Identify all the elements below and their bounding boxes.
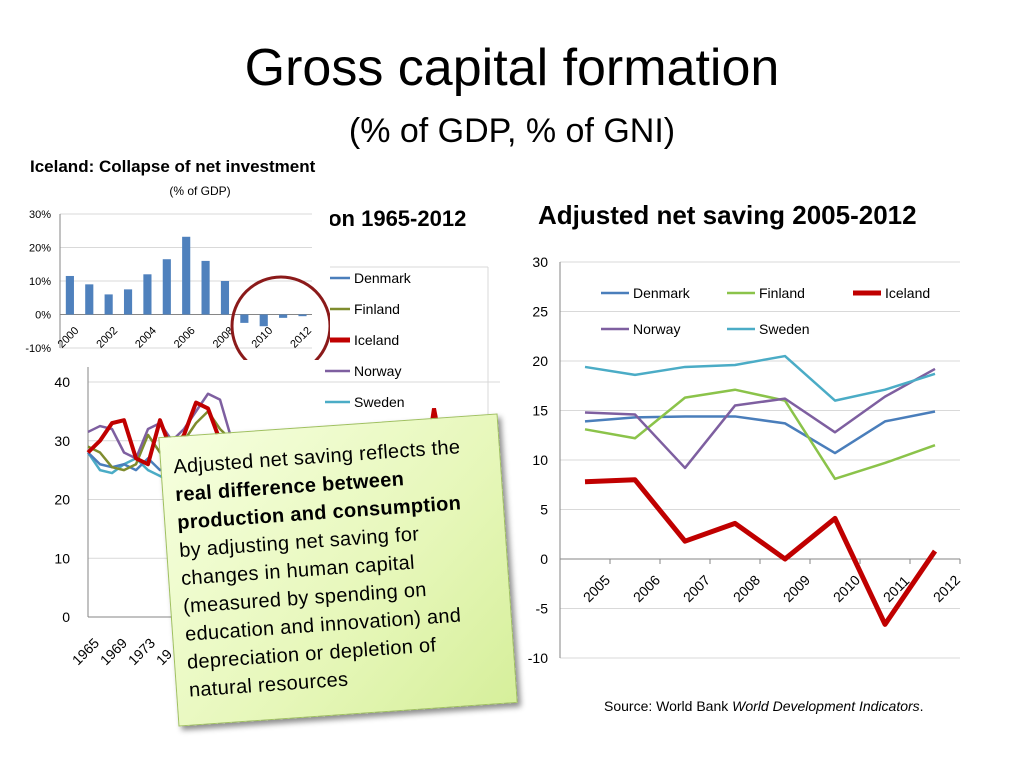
bar [104, 294, 113, 315]
x-tick-label: 2007 [680, 572, 713, 605]
y-tick-label: 30 [54, 433, 70, 449]
inset-bar-chart: -10%0%10%20%30%2000 2002 2004 2006 2008 2010 2… [25, 209, 330, 360]
legend-label-denmark: Denmark [633, 285, 691, 301]
x-tick-label: 1965 [69, 635, 102, 668]
y-tick-label: 10 [532, 452, 548, 468]
legend-label-sweden: Sweden [759, 321, 810, 337]
series-line-finland [584, 388, 936, 481]
y-tick-label: 5 [540, 502, 548, 518]
callout-text-2: by adjusting net saving for changes in h… [178, 523, 462, 702]
legend-label-denmark: Denmark [354, 270, 412, 286]
series-line-denmark [584, 410, 936, 455]
bar [201, 260, 210, 315]
x-tick-label: 1969 [97, 635, 130, 668]
callout-note: Adjusted net saving reflects the real di… [158, 413, 518, 727]
bar [143, 274, 152, 315]
y-tick-label: -10% [25, 343, 51, 355]
left-chart-title: ion 1965-2012 [322, 206, 467, 231]
y-tick-label: 20 [532, 353, 548, 369]
x-tick-label: 2005 [580, 572, 613, 605]
series-line-sweden [584, 354, 936, 402]
legend-label-sweden: Sweden [354, 394, 405, 410]
series-line-iceland [86, 400, 234, 467]
y-tick-label: 0 [540, 551, 548, 567]
bar [259, 314, 268, 327]
highlight-circle [230, 275, 330, 360]
y-tick-label: 30 [532, 254, 548, 270]
bar [240, 314, 249, 323]
y-tick-label: 0% [35, 310, 51, 322]
legend-label-finland: Finland [759, 285, 805, 301]
legend-label-iceland: Iceland [885, 285, 930, 301]
right-chart-title: Adjusted net saving 2005-2012 [538, 200, 917, 230]
y-tick-label: 40 [54, 374, 70, 390]
bar [123, 289, 133, 315]
right-line-chart: -10 -5 0 5 10 15 20 25 30 2005 2006 2007 2008 2009 201… [528, 254, 964, 666]
y-tick-label: 20 [54, 492, 70, 508]
y-tick-label: 10 [54, 550, 70, 566]
bar [220, 281, 230, 315]
callout-text-1: Adjusted net saving reflects the [172, 436, 462, 479]
bar [279, 314, 288, 318]
legend-label-iceland: Iceland [354, 332, 399, 348]
legend-label-norway: Norway [354, 363, 401, 379]
x-tick-label: 2012 [930, 572, 963, 605]
x-tick-label: 2006 [630, 572, 663, 605]
x-tick-label: 19 [153, 646, 175, 668]
callout-emphasis: real difference between production and c… [174, 468, 462, 535]
bar [162, 259, 171, 315]
x-tick-label: 2006 [172, 325, 198, 351]
x-tick-label: 1973 [125, 635, 158, 668]
y-tick-label: 20% [29, 243, 51, 255]
source-italic: World Development Indicators [732, 698, 920, 714]
slide-title: Gross capital formation [244, 39, 780, 97]
source-prefix: Source: World Bank [604, 698, 733, 714]
y-tick-label: 25 [532, 304, 548, 320]
bar [85, 284, 94, 315]
inset-chart-subtitle: (% of GDP) [169, 184, 231, 198]
x-tick-label: 2008 [730, 572, 763, 605]
series-line-iceland [584, 477, 938, 627]
x-tick-label: 2002 [94, 325, 120, 351]
y-tick-label: 0 [62, 609, 70, 625]
y-tick-label: 10% [29, 276, 51, 288]
y-tick-label: 15 [532, 403, 548, 419]
x-tick-label: 2009 [780, 572, 813, 605]
y-tick-label: 30% [29, 209, 51, 221]
bar [65, 275, 74, 315]
x-tick-label: 2012 [288, 325, 314, 351]
inset-chart-title: Iceland: Collapse of net investment [30, 157, 316, 176]
x-tick-label: 2010 [249, 325, 275, 351]
y-tick-label: -10 [528, 650, 548, 666]
x-tick-label: 2010 [830, 572, 863, 605]
source-suffix: . [919, 698, 924, 714]
slide-subtitle: (% of GDP, % of GNI) [348, 112, 676, 150]
bar [182, 236, 191, 315]
legend-label-finland: Finland [354, 301, 400, 317]
legend-label-norway: Norway [633, 321, 680, 337]
x-tick-label: 2004 [133, 325, 159, 351]
y-tick-label: -5 [536, 601, 549, 617]
bar [298, 314, 307, 317]
series-line-norway [584, 367, 936, 470]
source-note: Source: World Bank World Development Ind… [604, 698, 924, 714]
